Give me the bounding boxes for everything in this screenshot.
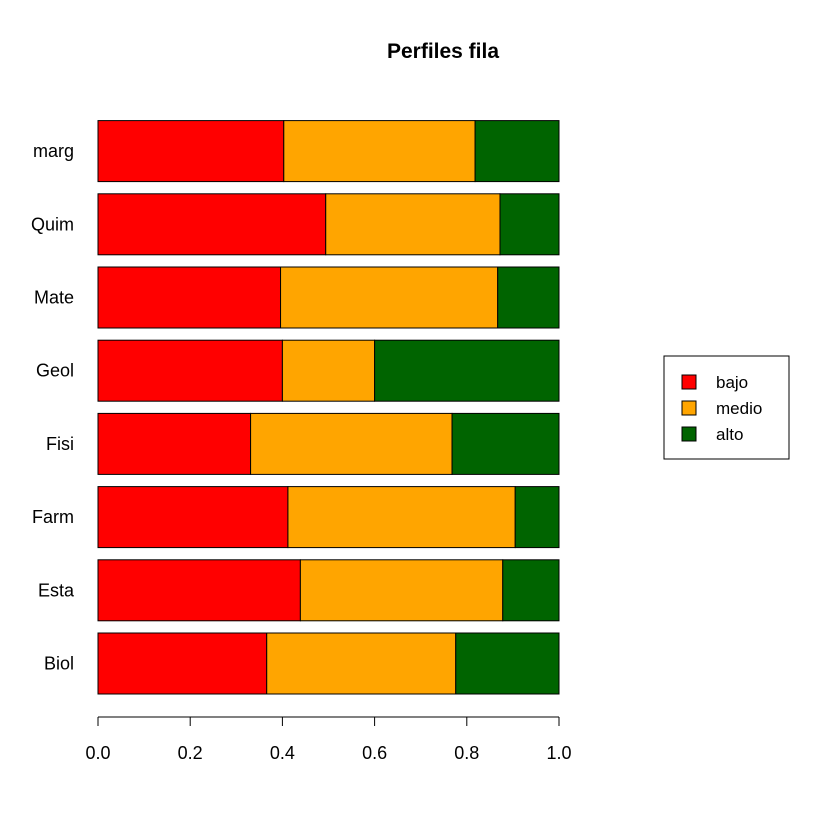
bar-segment-quim-bajo (97, 193, 327, 256)
bar-segment-esta-bajo (97, 559, 301, 622)
x-tick-label: 0.6 (362, 743, 387, 763)
bar-segment-mate-alto (497, 266, 560, 329)
category-labels: Biol Esta Farm Fisi Geol Mate Quim marg (31, 141, 75, 673)
x-tick-label: 0.0 (85, 743, 110, 763)
legend-label-alto: alto (716, 425, 743, 444)
category-label: Quim (31, 214, 74, 234)
legend-label-bajo: bajo (716, 373, 748, 392)
legend-box (663, 355, 790, 460)
x-tick-label: 0.4 (270, 743, 295, 763)
legend: bajo medio alto (663, 355, 790, 460)
category-label: Geol (36, 361, 74, 381)
bar-segment-biol-medio (266, 632, 457, 695)
legend-swatch-medio (681, 400, 697, 416)
x-axis: 0.0 0.2 0.4 0.6 0.8 1.0 (85, 716, 572, 763)
bar-segment-mate-medio (280, 266, 499, 329)
legend-swatch-alto (681, 426, 697, 442)
category-label: Fisi (46, 434, 74, 454)
category-label: Biol (44, 654, 74, 674)
bar-segment-geol-alto (374, 339, 560, 402)
bar-segment-farm-bajo (97, 486, 289, 549)
bar-segment-fisi-medio (250, 412, 453, 475)
bar-segment-mate-bajo (97, 266, 282, 329)
x-tick-label: 0.8 (454, 743, 479, 763)
legend-label-medio: medio (716, 399, 762, 418)
category-label: marg (33, 141, 74, 161)
category-label: Farm (32, 507, 74, 527)
bar-segment-esta-medio (299, 559, 504, 622)
bar-segment-geol-medio (281, 339, 376, 402)
bar-segment-fisi-bajo (97, 412, 252, 475)
bar-segment-fisi-alto (451, 412, 560, 475)
bar-segment-marg-bajo (97, 120, 285, 183)
bar-segment-quim-alto (499, 193, 560, 256)
category-label: Mate (34, 288, 74, 308)
chart-title: Perfiles fila (387, 40, 499, 63)
bar-segment-farm-alto (514, 486, 560, 549)
bars-group (97, 120, 560, 695)
category-label: Esta (38, 580, 75, 600)
bar-segment-biol-alto (455, 632, 560, 695)
bar-segment-farm-medio (287, 486, 516, 549)
x-tick-label: 0.2 (178, 743, 203, 763)
bar-segment-esta-alto (502, 559, 560, 622)
bar-segment-quim-medio (325, 193, 501, 256)
legend-swatch-bajo (681, 374, 697, 390)
bar-segment-biol-bajo (97, 632, 268, 695)
bar-segment-geol-bajo (97, 339, 283, 402)
x-tick-label: 1.0 (546, 743, 571, 763)
bar-segment-marg-medio (283, 120, 476, 183)
bar-segment-marg-alto (474, 120, 560, 183)
